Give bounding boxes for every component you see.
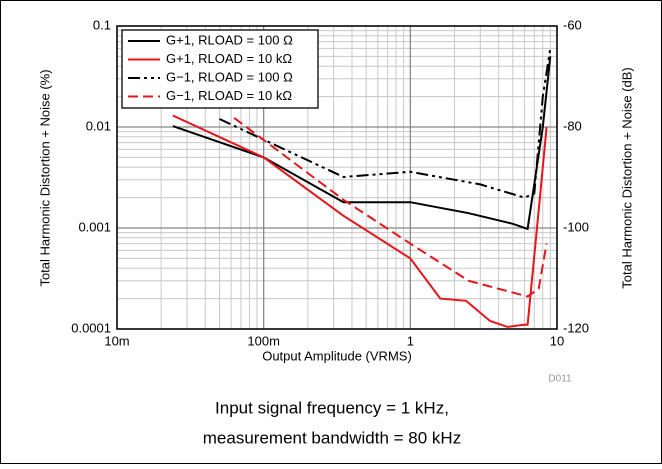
legend-box bbox=[121, 29, 319, 109]
caption: measurement bandwidth = 80 kHz bbox=[203, 428, 461, 447]
y-tick-label: 0.01 bbox=[86, 118, 111, 133]
legend-label: G−1, RLOAD = 10 kΩ bbox=[166, 88, 292, 103]
line bbox=[172, 114, 548, 328]
x-tick-label: 10m bbox=[104, 333, 129, 348]
y-tick-label: 0.001 bbox=[78, 219, 111, 234]
legend-label: G+1, RLOAD = 10 kΩ bbox=[166, 51, 292, 66]
caption: Input signal frequency = 1 kHz, bbox=[215, 398, 449, 417]
y-tick-label: 0.0001 bbox=[71, 320, 111, 335]
plot-area bbox=[172, 48, 552, 328]
plot-frame bbox=[116, 25, 558, 330]
y2-tick-label: -100 bbox=[563, 219, 589, 234]
x-tick-label: 10 bbox=[550, 333, 564, 348]
line bbox=[233, 117, 548, 298]
y2-tick-label: -80 bbox=[563, 118, 582, 133]
legend-label: G+1, RLOAD = 100 Ω bbox=[166, 32, 293, 47]
legend-label: G−1, RLOAD = 100 Ω bbox=[166, 69, 293, 84]
y2-tick-label: -120 bbox=[563, 320, 589, 335]
x-axis-label: Output Amplitude (VRMS) bbox=[262, 348, 412, 363]
y2-tick-label: -60 bbox=[563, 17, 582, 32]
y-tick-label: 0.1 bbox=[93, 17, 111, 32]
x-tick-label: 100m bbox=[247, 333, 280, 348]
x-tick-label: 1 bbox=[407, 333, 414, 348]
y-axis-label: Total Harmonic Distortion + Noise (%) bbox=[37, 69, 52, 286]
note: D011 bbox=[548, 374, 572, 385]
y2-axis-label: Total Harmonic Distortion + Noise (dB) bbox=[619, 67, 634, 288]
